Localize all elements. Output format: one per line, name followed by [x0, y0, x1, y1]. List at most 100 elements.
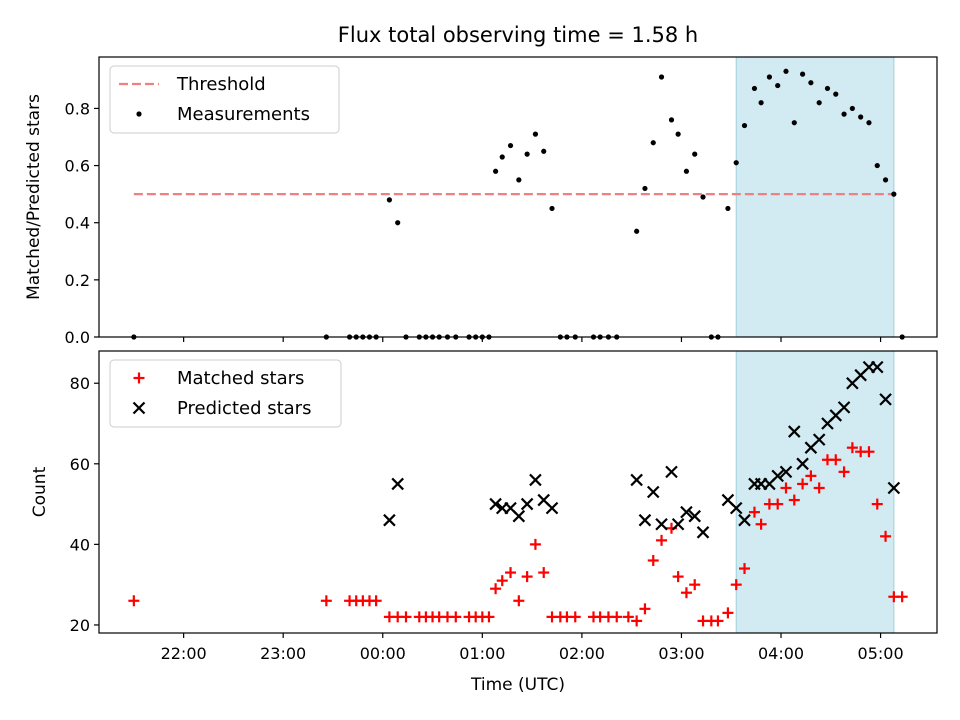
top-axes-frame [98, 56, 938, 338]
matched-stars-point [622, 611, 634, 623]
measurements-point [841, 111, 847, 117]
bottom-shaded-region [735, 350, 895, 634]
measurements-point [658, 74, 665, 80]
x-tick-label: 03:00 [658, 644, 704, 663]
matched-stars-point [569, 611, 581, 623]
predicted-stars-point [665, 465, 678, 479]
x-marker-b [779, 465, 793, 479]
x-marker-b [771, 469, 784, 483]
predicted-stars-point [738, 513, 751, 527]
top-y-axis-label: Matched/Predicted stars [24, 94, 44, 300]
x-marker-b [512, 509, 526, 523]
predicted-stars-point [520, 497, 534, 511]
x-marker-b [537, 493, 550, 507]
matched-stars-point [450, 611, 462, 623]
x-tick-label: 05:00 [858, 644, 904, 663]
x-marker-b [729, 501, 743, 515]
predicted-stars-point [812, 433, 826, 446]
x-marker-b [665, 465, 678, 479]
x-marker-b [796, 457, 809, 471]
legend-label: Matched stars [177, 368, 304, 389]
measurements-point [751, 85, 758, 92]
x-marker-b [545, 501, 559, 515]
matched-stars-point [830, 454, 842, 466]
x-marker-b [879, 393, 892, 406]
predicted-stars-point [512, 509, 526, 523]
legend-predicted-stars-swatch [132, 401, 146, 415]
x-marker-b [529, 473, 542, 487]
predicted-stars-point [796, 457, 809, 471]
x-marker-b [646, 485, 660, 499]
measurements-point [683, 168, 690, 174]
predicted-stars-point [638, 513, 652, 527]
measurements-point [766, 74, 773, 80]
bottom-y-tick-label: 60 [70, 455, 90, 474]
matched-stars-point [748, 506, 760, 518]
x-marker-b [671, 517, 685, 531]
matched-stars-point [647, 554, 659, 566]
measurements-point [874, 162, 880, 169]
matched-stars-point [483, 611, 495, 623]
x-marker-b [788, 425, 801, 438]
matched-stars-point [128, 595, 140, 607]
predicted-stars-point [729, 501, 743, 515]
x-tick-label: 04:00 [758, 644, 804, 663]
predicted-stars-point [383, 513, 396, 527]
matched-stars-point [797, 478, 809, 490]
matched-stars-point [672, 571, 684, 583]
top-shaded-region [735, 56, 895, 338]
bottom-y-tick-label: 20 [70, 616, 90, 635]
x-marker-b [870, 360, 884, 374]
measurements-point [549, 205, 555, 212]
predicted-stars-point [671, 517, 685, 531]
measurements-point [507, 142, 514, 149]
measurements-point [891, 191, 897, 197]
measurements-point [758, 100, 764, 106]
matched-stars-point [896, 591, 908, 603]
matched-stars-point [320, 595, 332, 607]
x-marker-b [638, 513, 652, 527]
matched-stars-point [805, 470, 817, 482]
measurements-point [824, 85, 831, 92]
predicted-stars-point [837, 401, 851, 414]
legend-label: Threshold [176, 74, 266, 95]
x-marker-b [504, 501, 517, 515]
predicted-stars-point [545, 501, 559, 515]
measurements-point [808, 80, 814, 86]
x-tick-label: 01:00 [459, 644, 505, 663]
predicted-stars-point [879, 393, 892, 406]
predicted-stars-point [391, 477, 404, 491]
measurements-point [741, 122, 748, 129]
measurements-point [866, 120, 872, 126]
x-marker-b [738, 513, 751, 527]
predicted-stars-point [529, 473, 542, 487]
matched-stars-point [631, 615, 643, 627]
matched-stars-point [521, 571, 533, 583]
measurements-point [492, 168, 499, 174]
bottom-y-axis-label: Count [30, 466, 50, 517]
predicted-stars-point [655, 517, 668, 531]
measurements-point [524, 151, 530, 157]
matched-stars-point [863, 446, 875, 458]
chart-title: Flux total observing time = 1.58 h [338, 23, 698, 47]
x-marker-b [132, 401, 146, 415]
predicted-stars-point [680, 505, 693, 519]
matched-stars-point [680, 587, 692, 599]
measurements-point [775, 82, 781, 89]
predicted-stars-point [887, 481, 901, 495]
x-marker-b [721, 493, 735, 507]
matched-stars-point [639, 603, 651, 615]
top-y-tick-label: 0.4 [65, 214, 90, 233]
x-tick-label: 02:00 [559, 644, 605, 663]
legend-matched-stars-swatch [133, 372, 145, 384]
measurements-point [816, 100, 822, 106]
bottom-y-tick-label: 40 [70, 535, 90, 554]
predicted-stars-point [688, 509, 702, 523]
predicted-stars-point [771, 469, 784, 483]
bottom-legend: Matched stars Predicted stars [109, 359, 342, 428]
matched-stars-point [496, 575, 508, 587]
top-y-tick-label: 0.8 [65, 99, 90, 118]
matched-stars-point [513, 595, 525, 607]
legend-label: Predicted stars [177, 398, 311, 419]
